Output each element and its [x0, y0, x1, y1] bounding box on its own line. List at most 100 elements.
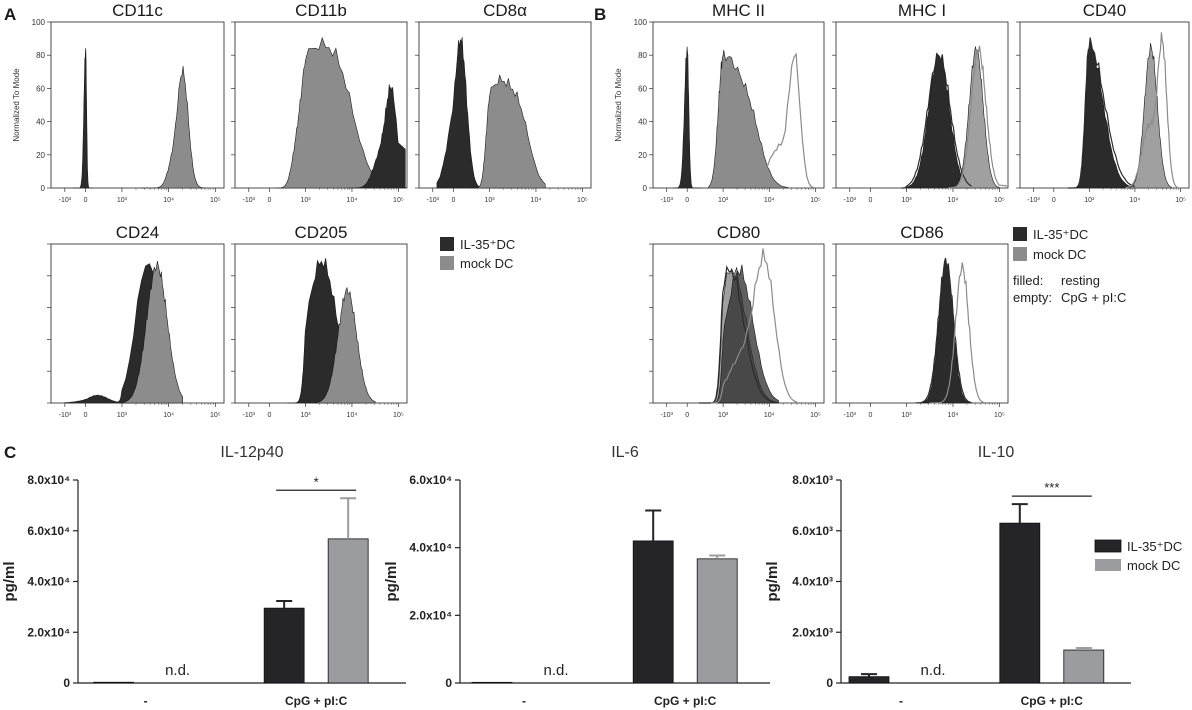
y-tick-label: 8.0x10³ [792, 473, 833, 487]
bar-il35 [632, 540, 674, 684]
histogram-cd11c: CD11c -10³ 0 10³ 10⁴ 10⁵ 0 20 40 60 80 100 Normalize… [12, 1, 225, 204]
bar-chart-title: IL-10 [978, 444, 1015, 461]
y-tick-label: 80 [638, 51, 647, 60]
y-tick-label: 0 [643, 184, 648, 193]
histogram-empty-curve [915, 257, 972, 404]
legend-swatch-il35 [1013, 227, 1027, 241]
bar-il35 [263, 607, 305, 684]
x-tick-label: 10⁴ [764, 197, 775, 204]
legend-panel-a: IL-35⁺DC mock DC [440, 237, 515, 271]
y-axis-label: Normalized To Mode [614, 68, 623, 142]
x-tick-label: 10⁴ [347, 412, 358, 419]
x-tick-label: 0 [84, 412, 88, 419]
x-tick-label: -10³ [59, 412, 72, 419]
histogram-empty-curve [948, 45, 1007, 189]
x-tick-label: 10³ [718, 412, 729, 419]
x-tick-label: -10³ [1027, 197, 1040, 204]
x-tick-label: 10⁵ [1175, 197, 1186, 204]
legend-panel-c: IL-35⁺DC mock DC [1094, 539, 1182, 573]
x-tick-label: 10⁴ [948, 412, 959, 419]
y-axis-label: pg/ml [1, 562, 18, 602]
panel-letter-a: A [4, 5, 16, 24]
histogram-cd205: CD205 -10³ 0 10³ 10⁴ 10⁵ [231, 223, 408, 419]
x-tick-label: 10⁵ [210, 412, 221, 419]
x-tick-label: 0 [685, 412, 689, 419]
histogram-filled-curve [314, 286, 376, 404]
y-tick-label: 0 [41, 184, 46, 193]
y-tick-label: 2.0x10⁴ [409, 608, 452, 622]
histogram-filled-curve [1068, 37, 1136, 189]
x-tick-label: 10⁴ [531, 197, 542, 204]
histogram-title: CD86 [900, 223, 943, 242]
x-tick-label: 10³ [300, 197, 311, 204]
x-tick-label: 10³ [117, 412, 128, 419]
x-tick-label: 10³ [901, 197, 912, 204]
bar-chart-il10: IL-10 0 2.0x10³ 4.0x10³ 6.0x10³ 8.0x10³ pg/ml n… [764, 444, 1131, 708]
x-tick-label: 10⁵ [577, 197, 588, 204]
not-detected-label: n.d. [920, 662, 945, 679]
x-tick-label: -10³ [427, 197, 440, 204]
legend-empty-label: empty: [1013, 290, 1052, 305]
legend-panel-b: IL-35⁺DC mock DC filled: resting empty: CpG +… [1013, 227, 1126, 305]
y-tick-label: 60 [638, 84, 647, 93]
x-tick-label: 10⁴ [948, 197, 959, 204]
histogram-cd80: CD80 -10³ 0 10³ 10⁴ 10⁵ [649, 223, 825, 419]
y-tick-label: 8.0x10⁴ [27, 473, 70, 487]
x-tick-label: -10³ [844, 412, 857, 419]
y-tick-label: 100 [32, 18, 46, 27]
histogram-filled-curve [708, 50, 788, 189]
histogram-filled-curve [1121, 43, 1172, 189]
histogram-filled-curve [347, 84, 406, 189]
legend-label-il35: IL-35⁺DC [460, 237, 515, 252]
x-tick-label: 10³ [300, 412, 311, 419]
histogram-cd40: CD40 -10³ 0 10³ 10⁴ 10⁵ [1016, 1, 1190, 204]
bar-mock [696, 558, 738, 684]
x-tick-label: 10⁵ [393, 197, 404, 204]
x-tick-label: 0 [685, 197, 689, 204]
histogram-empty-curve [699, 265, 779, 404]
x-tick-label: 10⁵ [810, 412, 821, 419]
x-tick-label: 0 [267, 412, 271, 419]
x-tick-label: 10³ [484, 197, 495, 204]
histogram-title: CD8α [483, 1, 527, 20]
histogram-filled-curve [915, 258, 972, 404]
bar-il35 [93, 681, 134, 684]
legend-swatch-mock [1095, 559, 1121, 571]
x-tick-label: -10³ [59, 197, 72, 204]
x-tick-label: 10⁴ [163, 197, 174, 204]
x-tick-label: 10⁵ [393, 412, 404, 419]
histogram-cd11b: CD11b -10³ 0 10³ 10⁴ 10⁵ [231, 1, 408, 204]
y-tick-label: 100 [634, 18, 648, 27]
y-tick-label: 20 [36, 151, 45, 160]
histogram-title: MHC I [898, 1, 946, 20]
histogram-filled-curve [704, 264, 779, 404]
x-category-label: CpG + pI:C [1021, 694, 1084, 708]
x-tick-label: 10⁵ [810, 197, 821, 204]
x-tick-label: 10³ [718, 197, 729, 204]
legend-swatch-mock [1013, 247, 1027, 261]
plot-frame [835, 243, 1009, 404]
legend-filled-label: filled: [1013, 273, 1043, 288]
x-tick-label: 10³ [117, 197, 128, 204]
x-category-label: - [522, 694, 526, 708]
y-tick-label: 4.0x10⁴ [409, 541, 452, 555]
plot-frame [50, 21, 225, 189]
x-category-label: - [899, 694, 903, 708]
not-detected-label: n.d. [543, 662, 568, 679]
legend-label-il35: IL-35⁺DC [1033, 227, 1088, 242]
y-tick-label: 40 [638, 118, 647, 127]
x-category-label: CpG + pI:C [285, 694, 348, 708]
x-category-label: - [144, 694, 148, 708]
x-tick-label: -10³ [660, 412, 673, 419]
histogram-mhci: MHC I -10³ 0 10³ 10⁴ 10⁵ [832, 1, 1009, 204]
x-tick-label: 10⁴ [347, 197, 358, 204]
histogram-cd86: CD86 -10³ 0 10³ 10⁴ 10⁵ [832, 223, 1009, 419]
y-tick-label: 2.0x10³ [792, 625, 833, 639]
not-detected-label: n.d. [165, 662, 190, 679]
y-tick-label: 0 [445, 676, 452, 690]
legend-swatch-il35 [440, 237, 454, 251]
x-tick-label: 10⁴ [1130, 197, 1141, 204]
x-tick-label: 10⁵ [210, 197, 221, 204]
bar-chart-il6: IL-6 0 2.0x10⁴ 4.0x10⁴ 6.0x10⁴ pg/ml n.d. - CpG … [383, 444, 770, 708]
